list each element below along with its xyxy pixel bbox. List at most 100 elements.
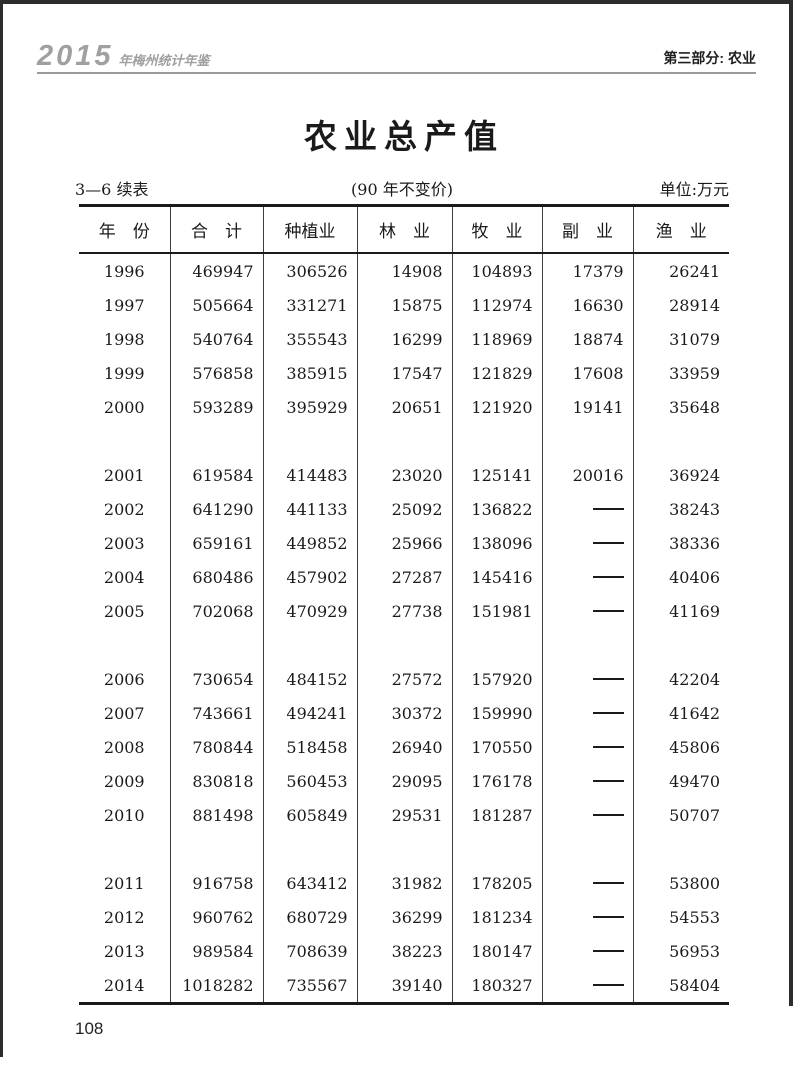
- year-cell: 2011: [103, 873, 145, 893]
- value-cell: 576858: [169, 356, 263, 390]
- column-header: 种植业: [262, 205, 357, 254]
- year-cell: 1997: [103, 295, 145, 315]
- value-cell: 180147: [451, 934, 542, 968]
- value-cell: 121920: [451, 390, 542, 424]
- value-cell: 20651: [356, 390, 452, 424]
- yearbook-logo: 2015 年梅州统计年鉴: [37, 40, 210, 72]
- value-cell: [541, 662, 633, 696]
- value-cell: 125141: [451, 458, 542, 492]
- value-cell: 180327: [451, 968, 542, 1004]
- value-cell: 881498: [169, 798, 263, 832]
- value-cell: 730654: [169, 662, 263, 696]
- value-cell: 181287: [451, 798, 542, 832]
- value-cell: 31982: [356, 866, 452, 900]
- spacer-cell: [262, 832, 357, 866]
- value-cell: 780844: [169, 730, 263, 764]
- value-cell: 49470: [632, 764, 729, 798]
- value-cell: 680486: [169, 560, 263, 594]
- spacer-row: [79, 628, 729, 662]
- em-dash: [592, 711, 624, 714]
- em-dash: [592, 541, 624, 544]
- running-header: 2015 年梅州统计年鉴 第三部分: 农业: [37, 42, 756, 74]
- section-label: 第三部分: 农业: [663, 50, 756, 66]
- table-row: 2002 641290 441133 25092 136822 38243: [79, 492, 729, 526]
- value-cell: 27572: [356, 662, 452, 696]
- page-number: 108: [75, 1019, 104, 1038]
- value-cell: 14908: [356, 253, 452, 288]
- value-cell: 27738: [356, 594, 452, 628]
- spacer-cell: [541, 628, 633, 662]
- page-edge-top: [0, 0, 793, 4]
- table-row: 2012 960762 680729 36299 181234 54553: [79, 900, 729, 934]
- value-cell: 53800: [632, 866, 729, 900]
- em-dash: [592, 507, 624, 510]
- table-row: 2003 659161 449852 25966 138096 38336: [79, 526, 729, 560]
- value-cell: 916758: [169, 866, 263, 900]
- spacer-cell: [356, 424, 452, 458]
- value-cell: 619584: [169, 458, 263, 492]
- year-cell: 2000: [103, 397, 145, 417]
- value-cell: 680729: [262, 900, 357, 934]
- year-cell: 2006: [103, 669, 145, 689]
- spacer-cell: [169, 628, 263, 662]
- value-cell: 29095: [356, 764, 452, 798]
- value-cell: [541, 968, 633, 1004]
- logo-year-text: 2015: [37, 40, 114, 72]
- value-cell: 1018282: [169, 968, 263, 1004]
- value-cell: [541, 764, 633, 798]
- value-cell: 36924: [632, 458, 729, 492]
- value-cell: 540764: [169, 322, 263, 356]
- value-cell: 104893: [451, 253, 542, 288]
- em-dash: [592, 983, 624, 986]
- year-cell: 2010: [103, 805, 145, 825]
- value-cell: 181234: [451, 900, 542, 934]
- value-cell: [541, 594, 633, 628]
- value-cell: 40406: [632, 560, 729, 594]
- value-cell: 58404: [632, 968, 729, 1004]
- value-cell: 29531: [356, 798, 452, 832]
- value-cell: 457902: [262, 560, 357, 594]
- table-number: 3—6 续表: [75, 180, 149, 199]
- year-cell: 2003: [103, 533, 145, 553]
- value-cell: 54553: [632, 900, 729, 934]
- value-cell: 331271: [262, 288, 357, 322]
- year-cell: 2013: [103, 941, 145, 961]
- value-cell: 494241: [262, 696, 357, 730]
- value-cell: 17547: [356, 356, 452, 390]
- table-row: 2001 619584 414483 23020 125141 20016 36924: [79, 458, 729, 492]
- value-cell: 641290: [169, 492, 263, 526]
- value-cell: 38223: [356, 934, 452, 968]
- year-cell: 2001: [103, 465, 145, 485]
- spacer-cell: [262, 424, 357, 458]
- value-cell: 25966: [356, 526, 452, 560]
- table-row: 2007 743661 494241 30372 159990 41642: [79, 696, 729, 730]
- value-cell: 38243: [632, 492, 729, 526]
- spacer-cell: [262, 628, 357, 662]
- spacer-cell: [79, 628, 170, 662]
- column-header: 年 份: [79, 205, 170, 254]
- year-cell: 1996: [103, 261, 145, 281]
- value-cell: 306526: [262, 253, 357, 288]
- spacer-cell: [451, 424, 542, 458]
- year-cell: 1998: [103, 329, 145, 349]
- spacer-cell: [632, 832, 729, 866]
- em-dash: [592, 813, 624, 816]
- value-cell: 136822: [451, 492, 542, 526]
- year-cell: 2009: [103, 771, 145, 791]
- year-cell: 2008: [103, 737, 145, 757]
- year-cell: 2005: [103, 601, 145, 621]
- value-cell: 16299: [356, 322, 452, 356]
- value-cell: 157920: [451, 662, 542, 696]
- value-cell: [541, 900, 633, 934]
- value-cell: 830818: [169, 764, 263, 798]
- table-row: 1996 469947 306526 14908 104893 17379 26241: [79, 253, 729, 288]
- value-cell: 16630: [541, 288, 633, 322]
- em-dash: [592, 609, 624, 612]
- spacer-row: [79, 424, 729, 458]
- value-cell: 414483: [262, 458, 357, 492]
- table-row: 2011 916758 643412 31982 178205 53800: [79, 866, 729, 900]
- spacer-cell: [541, 424, 633, 458]
- value-cell: 39140: [356, 968, 452, 1004]
- value-cell: 170550: [451, 730, 542, 764]
- value-cell: 518458: [262, 730, 357, 764]
